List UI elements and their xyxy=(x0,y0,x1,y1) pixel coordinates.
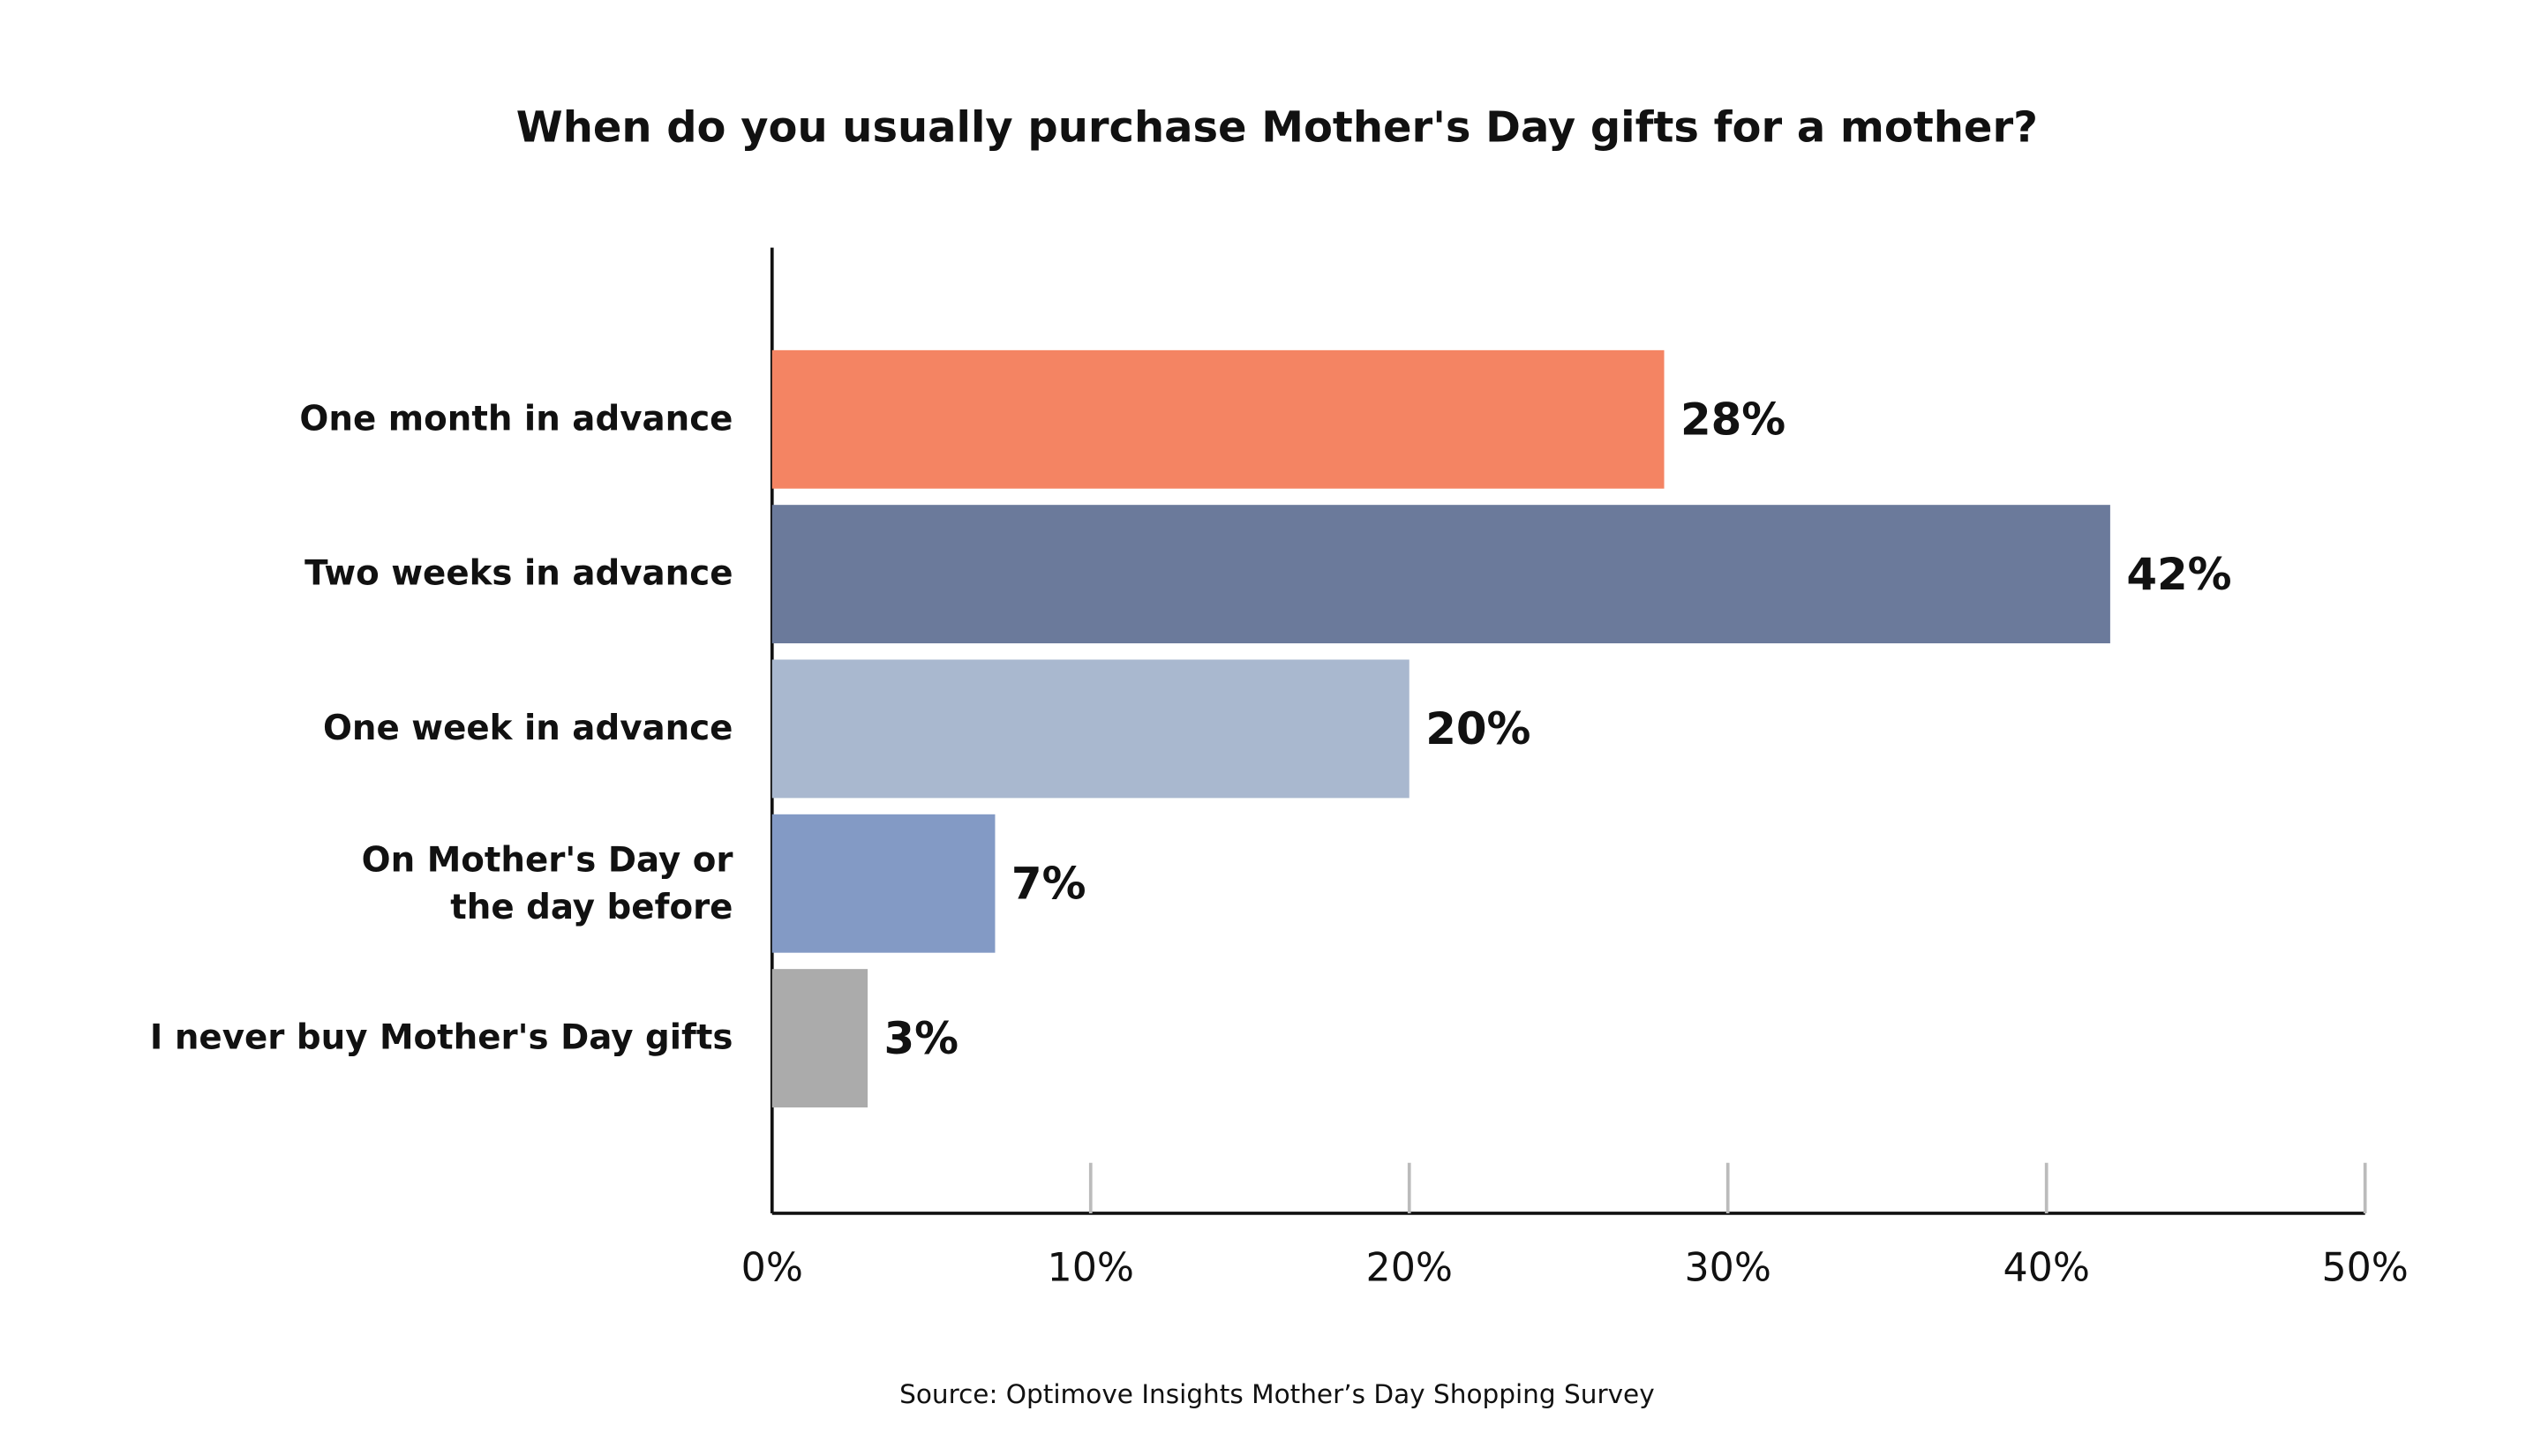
category-label-box: I never buy Mother's Day gifts xyxy=(33,969,733,1107)
source-note: Source: Optimove Insights Mother’s Day S… xyxy=(899,1379,1655,1409)
x-tick-label: 20% xyxy=(1366,1246,1453,1291)
value-label: 7% xyxy=(1011,858,1086,909)
x-tick-label: 0% xyxy=(741,1246,803,1291)
x-tick-label: 30% xyxy=(1685,1246,1771,1291)
category-label-box: One month in advance xyxy=(33,350,733,489)
category-label-box: On Mother's Day or the day before xyxy=(33,814,733,953)
x-tick-label: 50% xyxy=(2321,1246,2408,1291)
y-tick-label: One month in advance xyxy=(299,399,733,439)
x-tick-label: 40% xyxy=(2003,1246,2089,1291)
bar xyxy=(771,349,1665,489)
category-label-box: Two weeks in advance xyxy=(33,505,733,643)
bar xyxy=(771,814,996,953)
category-label-box: One week in advance xyxy=(33,659,733,798)
category-label-wrap: One month in advance xyxy=(33,350,733,489)
chart-title: When do you usually purchase Mother's Da… xyxy=(516,103,2038,153)
value-label: 42% xyxy=(2126,549,2231,600)
x-tick-label: 10% xyxy=(1048,1246,1134,1291)
y-tick-label: I never buy Mother's Day gifts xyxy=(149,1017,733,1057)
y-tick-label: One week in advance xyxy=(322,708,733,748)
bar xyxy=(771,969,868,1108)
category-label-wrap: I never buy Mother's Day gifts xyxy=(33,969,733,1107)
category-label-wrap: On Mother's Day or the day before xyxy=(33,814,733,953)
y-tick-label: Two weeks in advance xyxy=(304,553,733,593)
category-label-wrap: One week in advance xyxy=(33,659,733,798)
value-label: 20% xyxy=(1425,703,1530,754)
y-tick-label: On Mother's Day or the day before xyxy=(361,839,733,927)
bar xyxy=(771,659,1410,799)
bar xyxy=(771,505,2110,644)
category-label-wrap: Two weeks in advance xyxy=(33,505,733,643)
value-label: 28% xyxy=(1680,394,1785,445)
value-label: 3% xyxy=(884,1013,959,1064)
